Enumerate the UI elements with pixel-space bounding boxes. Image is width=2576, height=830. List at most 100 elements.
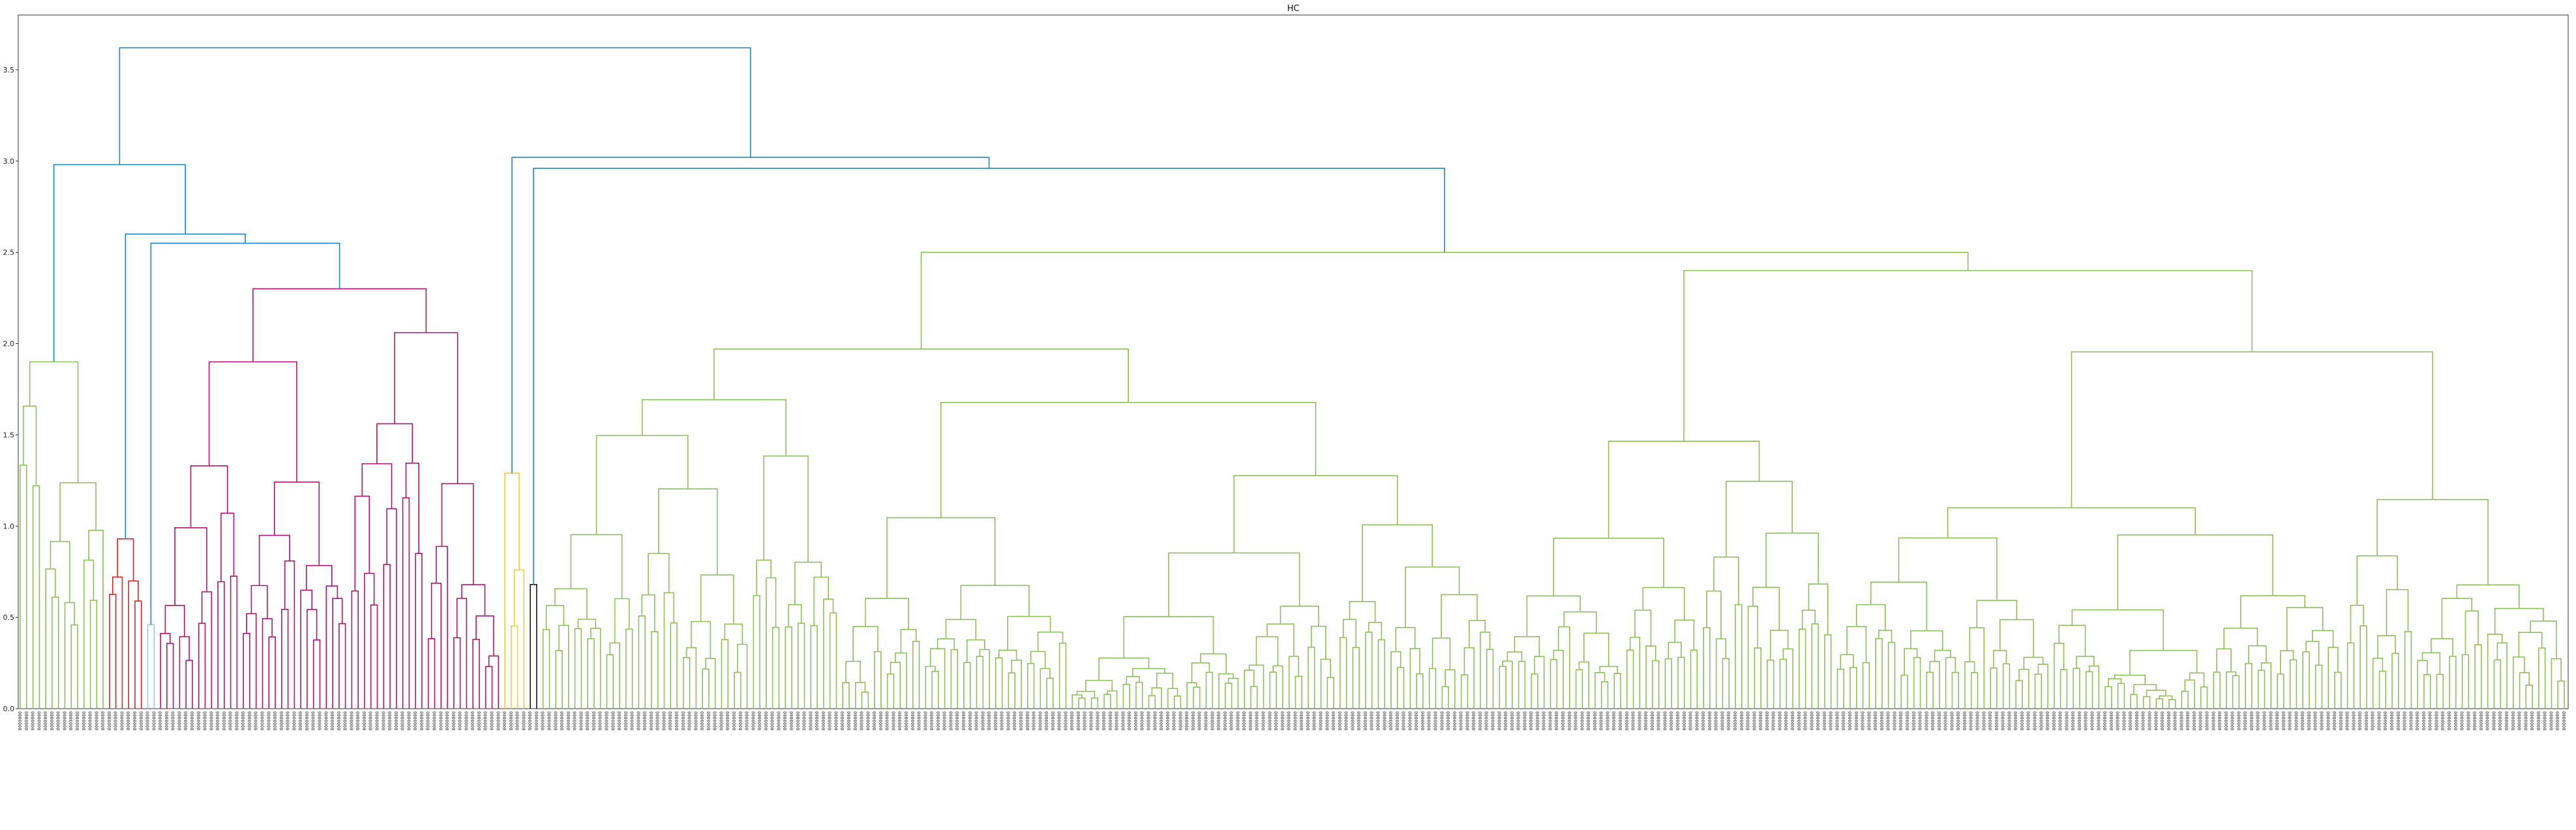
leaf-label: 0000000 [1261,711,1266,731]
dendrogram-link [1836,668,1845,709]
dendrogram-link [1850,666,1857,709]
leaf-label: 0000000 [2141,711,2146,731]
leaf-label: 0000000 [1465,711,1470,731]
leaf-label: 0000000 [2192,711,2197,731]
leaf-label: 0000000 [1382,711,1387,731]
leaf-label: 0000000 [2504,711,2509,731]
dendrogram-link [312,639,321,709]
leaf-label: 0000000 [2549,711,2554,731]
dendrogram-link [1103,694,1111,709]
dendrogram-link [2487,634,2503,709]
dendrogram-link [587,638,595,709]
dendrogram-link [1046,677,1054,709]
dendrogram-link [2512,656,2525,709]
dendrogram-link [1502,660,1513,709]
leaf-label: 0000000 [2408,711,2414,731]
leaf-label: 0000000 [1567,711,1572,731]
dendrogram-link [511,157,990,474]
dendrogram-link [683,656,691,709]
dendrogram-link [2216,648,2232,673]
leaf-label: 0000000 [828,711,833,731]
dendrogram-link [1445,669,1456,709]
leaf-label: 0000000 [1012,711,1017,731]
leaf-label: 0000000 [573,711,578,731]
leaf-label: 0000000 [2319,711,2324,731]
leaf-label: 0000000 [2491,711,2496,731]
dendrogram-link [1642,587,1685,621]
dendrogram-link [753,594,760,709]
leaf-label: 0000000 [292,711,297,731]
dendrogram-link [638,615,646,709]
leaf-label: 0000000 [2020,711,2025,731]
leaf-label: 0000000 [1911,711,1917,731]
leaf-label: 0000000 [2453,711,2459,731]
dendrogram-link [513,569,525,709]
dendrogram-link [1008,672,1015,709]
leaf-label: 0000000 [1204,711,1209,731]
leaf-label: 0000000 [2415,711,2420,731]
dendrogram-link [1007,615,1051,651]
leaf-label: 0000000 [2421,711,2427,731]
leaf-label: 0000000 [1554,711,1559,731]
leaf-label: 0000000 [2179,711,2184,731]
dendrogram-link [1233,475,1398,553]
dendrogram-link [415,553,423,709]
leaf-label: 0000000 [2358,711,2363,731]
dendrogram-link [20,464,27,709]
leaf-label: 0000000 [725,711,730,731]
leaf-label: 0000000 [1918,711,1923,731]
dendrogram-link [511,625,518,709]
dendrogram-link [1904,648,1918,675]
leaf-label: 0000000 [2013,711,2018,731]
leaf-label: 0000000 [2479,711,2484,731]
leaf-label: 0000000 [94,711,99,731]
dendrogram-link [262,618,273,709]
dendrogram-link [2356,555,2398,606]
leaf-label: 0000000 [1650,711,1655,731]
leaf-label: 0000000 [1720,711,1725,731]
leaf-label: 0000000 [1433,711,1438,731]
dendrogram-link [230,576,238,709]
leaf-label: 0000000 [337,711,342,731]
dendrogram-link [1200,653,1227,674]
leaf-label: 0000000 [477,711,482,731]
y-tick-label: 3.5 [3,66,15,74]
dendrogram-link [456,598,468,709]
leaf-label: 0000000 [68,711,74,731]
dendrogram-link [1990,667,1998,709]
leaf-label: 0000000 [222,711,227,731]
leaf-label: 0000000 [2275,711,2280,731]
leaf-label: 0000000 [1127,711,1132,731]
dendrogram-link [1126,676,1140,684]
leaf-label: 0000000 [1484,711,1490,731]
dendrogram-link [1390,651,1401,709]
dendrogram-link [2286,607,2324,651]
dendrogram-link [1900,674,1908,709]
dendrogram-link [436,546,448,709]
dendrogram-link [1352,647,1360,709]
dendrogram-link [895,652,907,709]
dendrogram-link [1506,651,1523,662]
dendrogram-link [2155,698,2163,709]
leaf-label: 0000000 [1733,711,1738,731]
dendrogram-link [1668,641,1682,659]
leaf-label: 0000000 [1969,711,1974,731]
y-tick-label: 2.0 [3,340,15,348]
dendrogram-link [590,628,601,709]
leaf-label: 0000000 [1165,711,1171,731]
dendrogram-link [2034,673,2043,709]
leaf-label: 0000000 [2173,711,2178,731]
leaf-label: 0000000 [2485,711,2491,731]
leaf-label: 0000000 [1599,711,1604,731]
dendrogram-link [394,331,458,484]
dendrogram-link [920,251,1969,349]
dendrogram-link [1664,658,1673,709]
leaf-label: 0000000 [623,711,629,731]
leaf-label: 0000000 [687,711,693,731]
leaf-label: 0000000 [764,711,769,731]
leaf-label: 0000000 [1095,711,1100,731]
dendrogram-link [1887,641,1896,709]
dendrogram-link [117,538,134,581]
dendrogram-link [2054,643,2065,709]
dendrogram-link [2496,642,2508,709]
